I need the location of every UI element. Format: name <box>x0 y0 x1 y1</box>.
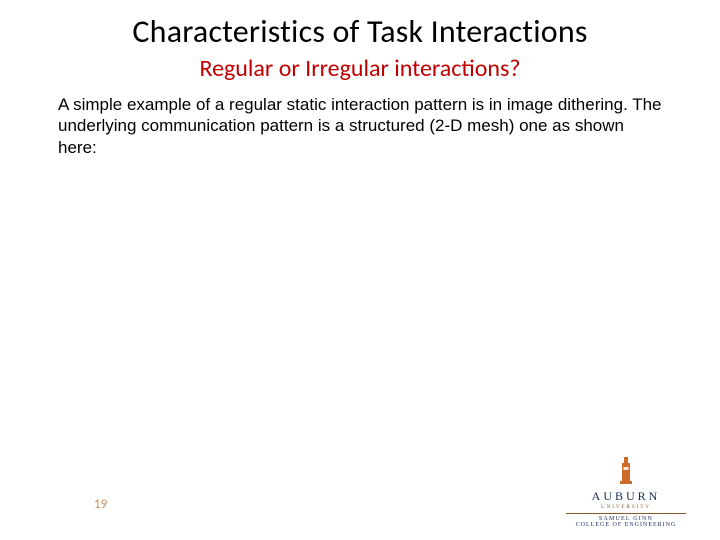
auburn-logo: AUBURN UNIVERSITY SAMUEL GINN COLLEGE OF… <box>556 457 696 528</box>
slide-title: Characteristics of Task Interactions <box>0 12 720 51</box>
logo-divider <box>566 513 686 514</box>
page-number: 19 <box>94 497 107 512</box>
logo-college-line2: COLLEGE OF ENGINEERING <box>556 522 696 528</box>
logo-university-name: AUBURN <box>556 489 696 504</box>
slide: Characteristics of Task Interactions Reg… <box>0 0 720 540</box>
slide-subtitle: Regular or Irregular interactions? <box>0 54 720 83</box>
logo-mark-icon <box>556 457 696 487</box>
slide-body-text: A simple example of a regular static int… <box>58 94 662 158</box>
logo-tagline: UNIVERSITY <box>556 505 696 510</box>
